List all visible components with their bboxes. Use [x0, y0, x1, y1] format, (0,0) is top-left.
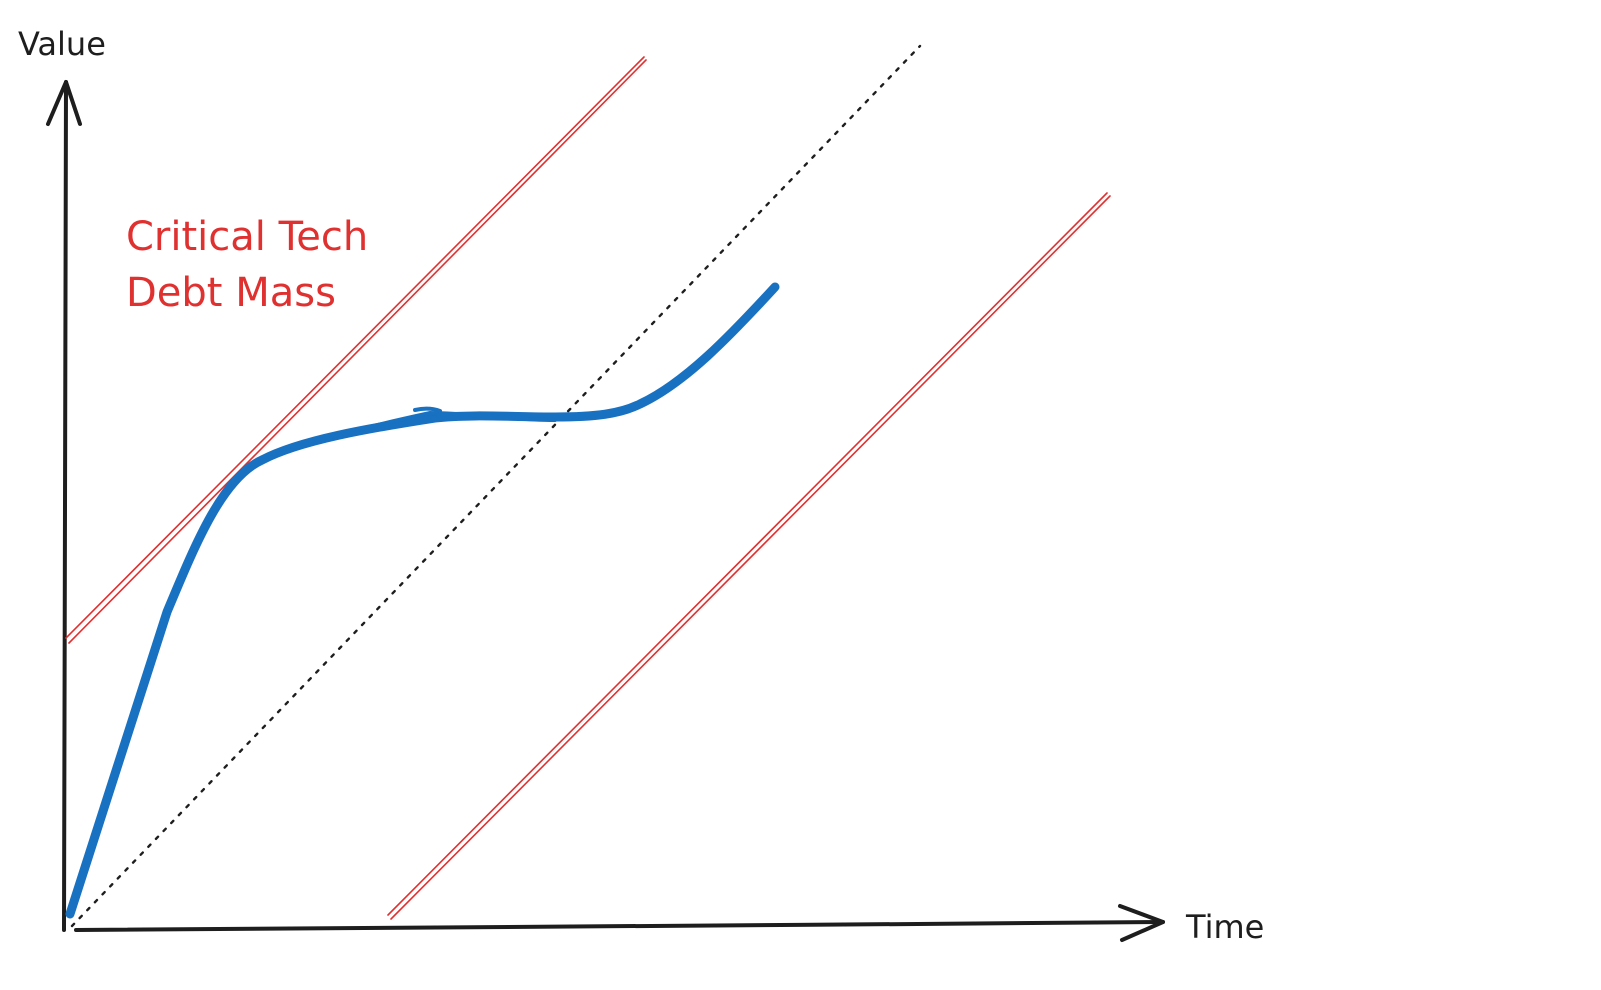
y-axis-label: Value	[18, 25, 106, 63]
y-axis	[46, 80, 82, 932]
critical-tech-debt-annotation: Critical Tech Debt Mass	[126, 214, 368, 316]
x-axis	[74, 904, 1165, 942]
annotation-line-2: Debt Mass	[126, 270, 336, 316]
x-axis-label: Time	[1185, 908, 1264, 946]
diagonal-reference-line	[70, 44, 922, 928]
x-axis-line	[74, 920, 1165, 932]
upper-bound-line	[65, 56, 647, 644]
annotation-line-1: Critical Tech	[126, 214, 368, 260]
lower-bound-line	[387, 192, 1111, 920]
value-curve	[65, 282, 780, 919]
x-axis-arrowhead	[1118, 904, 1165, 942]
y-axis-arrowhead	[46, 80, 82, 126]
y-axis-line	[61, 80, 68, 932]
